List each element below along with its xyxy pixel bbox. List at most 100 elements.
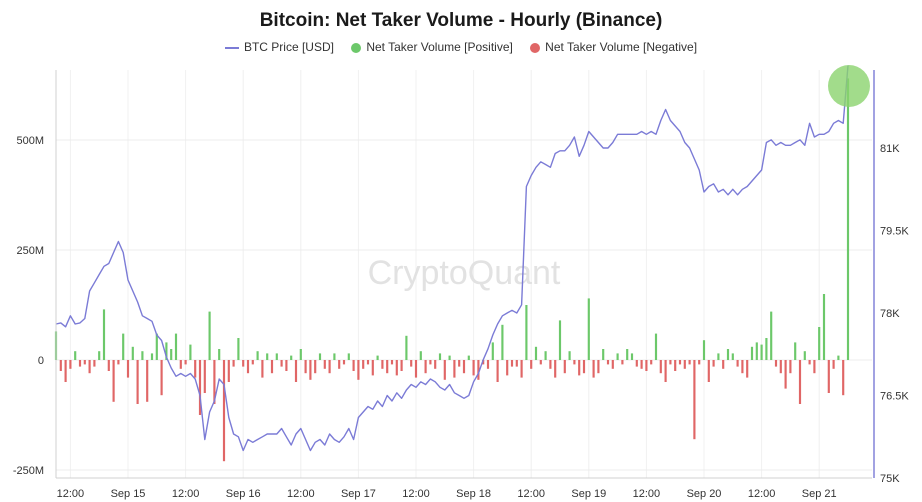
bar-positive (726, 349, 730, 360)
bar-positive (347, 353, 350, 360)
bar-negative (83, 360, 86, 365)
bar-negative (506, 360, 509, 376)
bar-negative (486, 360, 490, 369)
bar-negative (213, 360, 216, 404)
right-axis-tick-label: 81K (880, 143, 900, 155)
bar-negative (813, 360, 816, 374)
bar-negative (683, 360, 686, 369)
bar-negative (510, 360, 514, 367)
bar-negative (280, 360, 283, 367)
bar-positive (803, 351, 806, 360)
bar-negative (789, 360, 792, 374)
bar-negative (309, 360, 312, 380)
bar-negative (352, 360, 355, 371)
bar-positive (558, 320, 562, 360)
bar-positive (626, 349, 629, 360)
bar-positive (717, 353, 720, 360)
right-axis-tick-label: 75K (880, 473, 900, 485)
bar-negative (722, 360, 725, 369)
x-tick-label: 12:00 (287, 488, 315, 500)
bar-negative (146, 360, 149, 402)
bar-positive (491, 342, 494, 360)
legend-item-negative[interactable]: Net Taker Volume [Negative] (530, 40, 697, 54)
bar-negative (184, 360, 187, 365)
bar-negative (496, 360, 499, 382)
legend-item-btc-price[interactable]: BTC Price [USD] (224, 40, 334, 54)
bar-negative (611, 360, 614, 369)
bar-negative (530, 360, 533, 369)
x-tick-label: 12:00 (633, 488, 661, 500)
bar-positive (189, 344, 192, 360)
bar-negative (808, 360, 811, 365)
bar-positive (122, 333, 125, 360)
bar-negative (539, 360, 542, 365)
bar-positive (290, 355, 293, 360)
x-tick-label: 12:00 (748, 488, 776, 500)
bar-negative (515, 360, 518, 367)
bar-negative (736, 360, 739, 367)
bar-negative (842, 360, 845, 396)
bar-positive (616, 353, 619, 360)
bar-negative (112, 360, 115, 402)
bar-negative (261, 360, 264, 378)
bar-negative (645, 360, 648, 371)
bar-negative (606, 360, 610, 365)
bar-negative (741, 360, 744, 374)
x-tick-label: Sep 18 (456, 488, 491, 500)
bar-negative (400, 360, 403, 371)
left-axis-tick-label: -250M (13, 465, 44, 477)
bar-negative (64, 360, 67, 382)
bar-negative (381, 360, 384, 369)
bar-positive (376, 355, 379, 360)
bar-negative (395, 360, 398, 376)
bar-negative (362, 360, 365, 369)
right-axis-tick-label: 76.5K (880, 391, 909, 403)
bar-negative (462, 360, 466, 374)
bar-negative (198, 360, 202, 415)
bar-negative (597, 360, 600, 374)
bar-negative (338, 360, 341, 369)
bar-negative (93, 360, 96, 367)
bar-positive (141, 351, 144, 360)
bar-positive (602, 349, 605, 360)
axes: 12:00 Sep 15 12:00 Sep 16 12:00 Sep 17 12:00 Se… (13, 70, 909, 500)
bar-negative (179, 360, 182, 369)
bar-positive (630, 353, 634, 360)
bar-negative (227, 360, 230, 382)
watermark-logo: CryptoQuant (368, 254, 561, 292)
x-tick-label: 12:00 (172, 488, 200, 500)
bar-negative (477, 360, 480, 380)
bar-negative (117, 360, 120, 365)
bar-positive (702, 340, 706, 360)
bar-positive (755, 342, 758, 360)
bar-positive (587, 298, 590, 360)
bar-positive (438, 353, 442, 360)
bar-negative (429, 360, 432, 365)
bar-positive (218, 349, 221, 360)
bar-negative (59, 360, 62, 371)
bar-negative (194, 360, 197, 378)
bar-positive (299, 349, 302, 360)
price-line (55, 65, 875, 478)
bar-negative (582, 360, 586, 374)
bar-negative (707, 360, 710, 382)
bar-negative (779, 360, 782, 374)
legend-dot-icon (530, 42, 541, 53)
bar-negative (640, 360, 643, 369)
bar-positive (837, 355, 840, 360)
legend-item-positive[interactable]: Net Taker Volume [Positive] (351, 40, 513, 54)
x-tick-label: Sep 15 (111, 488, 146, 500)
bar-negative (472, 360, 475, 376)
bar-negative (323, 360, 326, 369)
bar-positive (770, 311, 773, 360)
bar-negative (549, 360, 552, 369)
bar-negative (366, 360, 370, 365)
bar-positive (165, 342, 168, 360)
bar-negative (314, 360, 317, 374)
x-tick-label: 12:00 (57, 488, 85, 500)
x-tick-label: Sep 20 (687, 488, 722, 500)
bar-positive (544, 351, 547, 360)
bar-negative (203, 360, 206, 393)
bar-negative (242, 360, 245, 367)
bar-positive (731, 353, 734, 360)
